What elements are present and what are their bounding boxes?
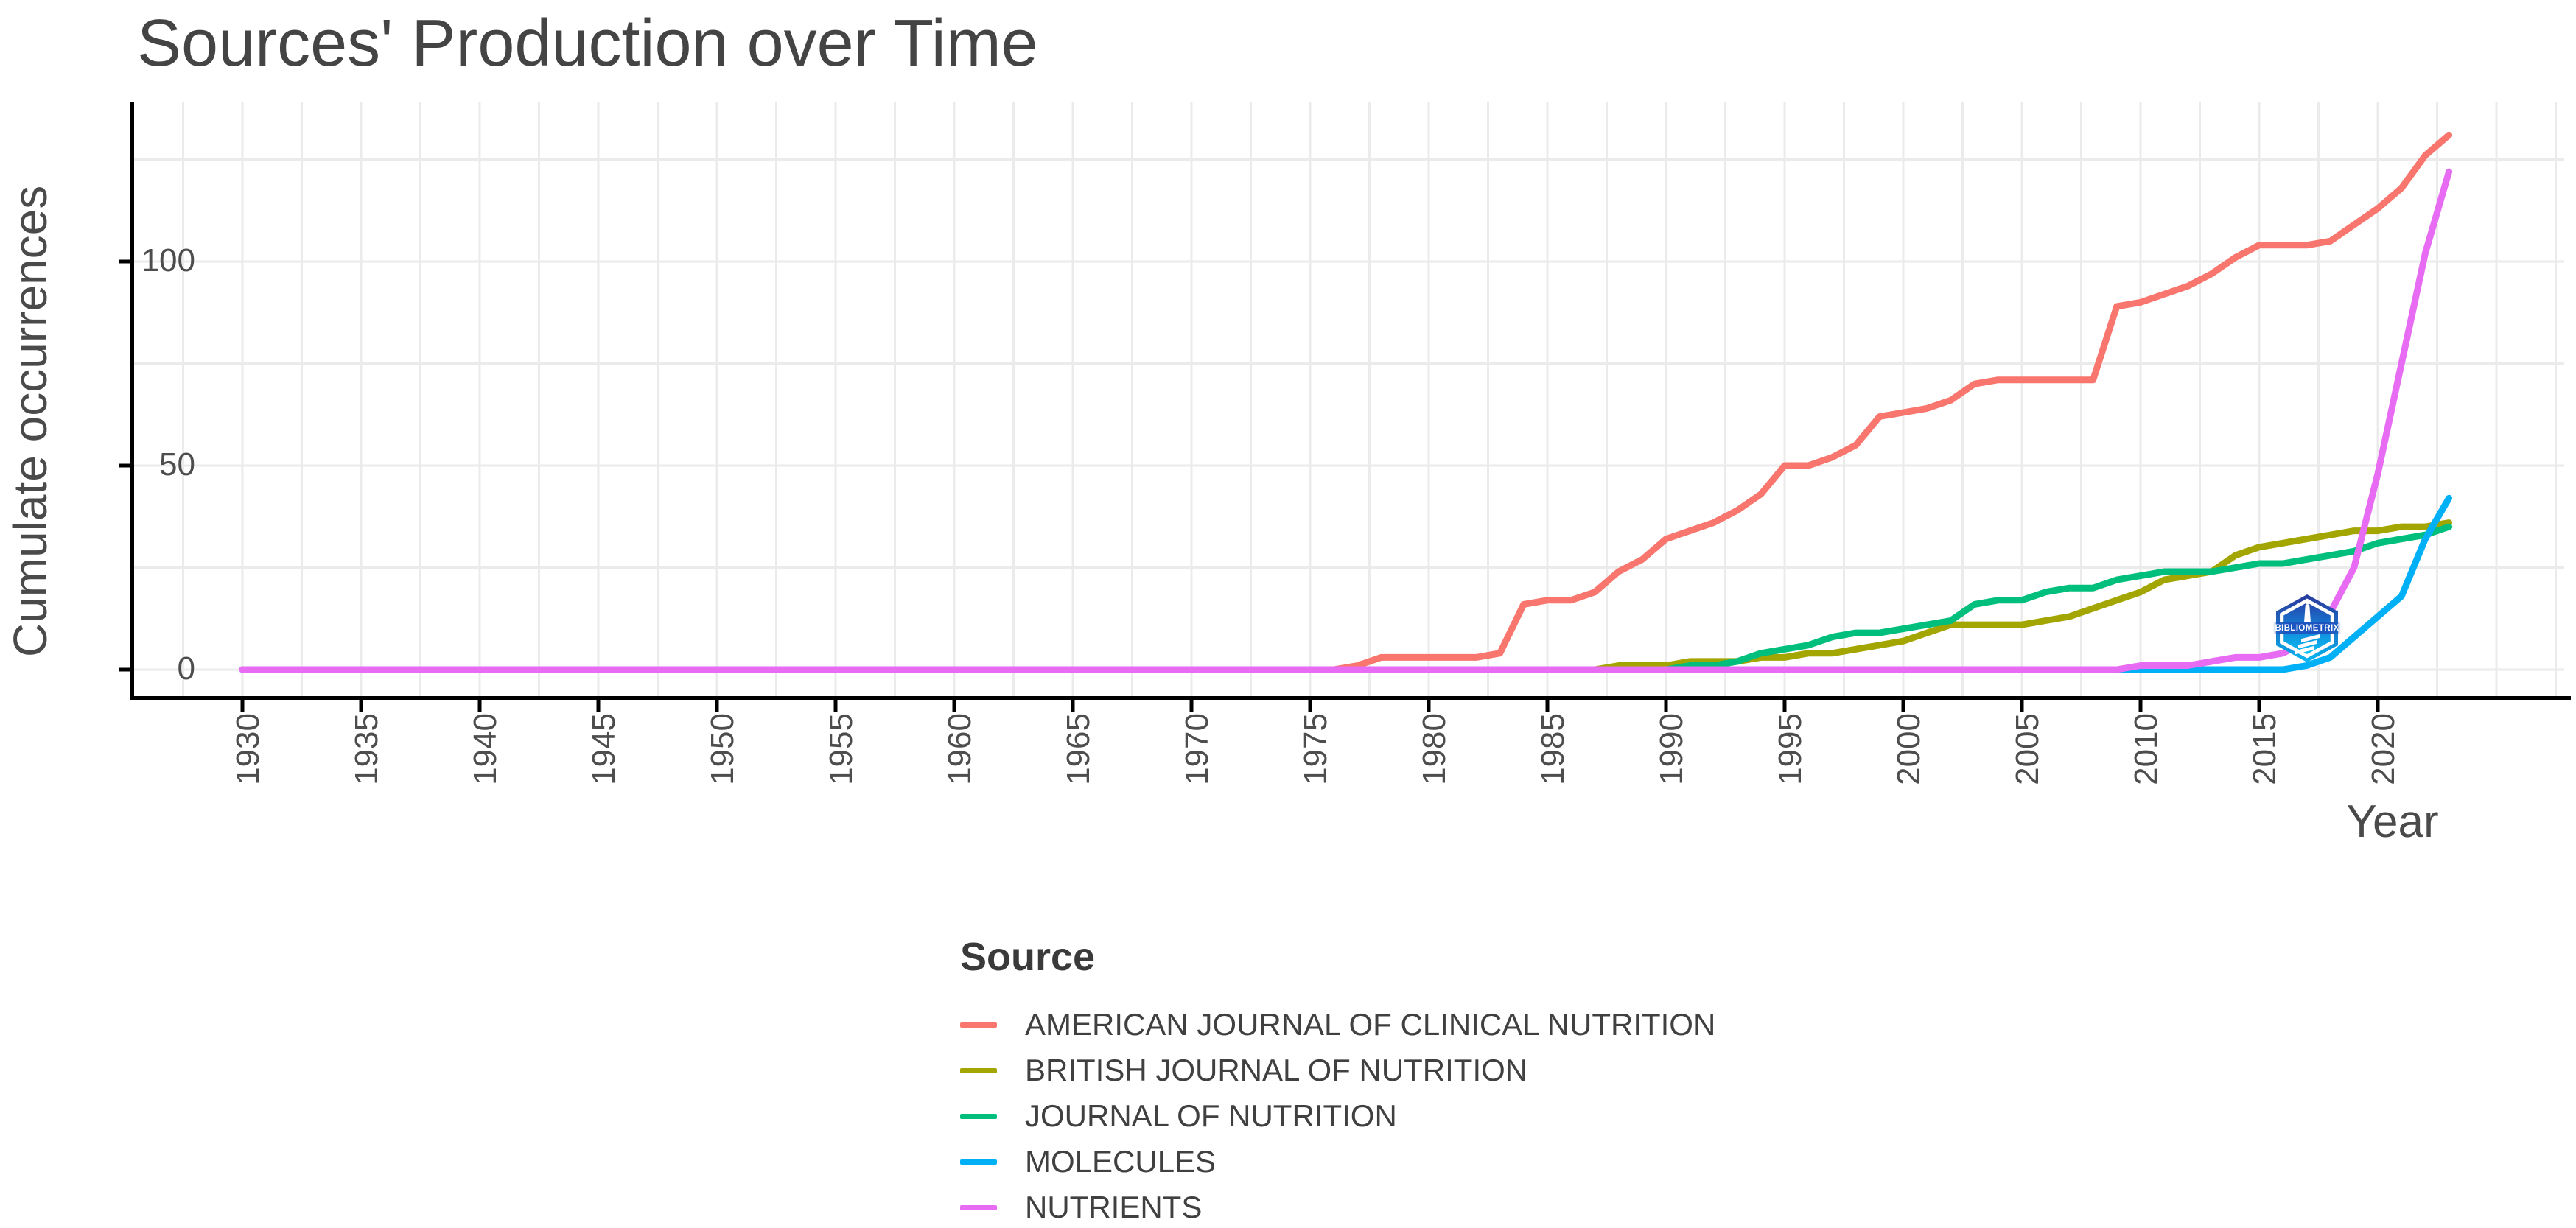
lighthouse-icon [2306,601,2309,605]
logo-banner: BIBLIOMETRIX [2273,622,2341,634]
legend-key-line [960,1204,997,1210]
series-line-3 [239,523,2453,673]
x-tick-label: 1965 [1060,713,1096,785]
x-tick-label: 1995 [1772,713,1808,785]
x-tick-label: 2020 [2365,713,2401,785]
x-tick-label: 1955 [823,713,859,785]
legend-item: NUTRIENTS [960,1185,1715,1228]
x-axis-title: Year [2346,796,2439,847]
chart-title: Sources' Production over Time [137,7,1038,80]
x-tick-label: 1950 [704,713,741,785]
series-lines [239,131,2453,673]
x-tick-label: 2000 [1891,713,1927,785]
legend-label: BRITISH JOURNAL OF NUTRITION [1025,1053,1528,1087]
legend-item: AMERICAN JOURNAL OF CLINICAL NUTRITION [960,1002,1715,1048]
x-tick-label: 1970 [1179,713,1215,785]
series-line-2 [239,519,2453,673]
legend-item: BRITISH JOURNAL OF NUTRITION [960,1048,1715,1093]
x-tick-label: 1960 [942,713,978,785]
x-tick-label: 1930 [230,713,266,785]
legend-label: AMERICAN JOURNAL OF CLINICAL NUTRITION [1025,1007,1716,1042]
legend-item: JOURNAL OF NUTRITION [960,1093,1715,1139]
legend: Source AMERICAN JOURNAL OF CLINICAL NUTR… [960,934,1715,1228]
legend-key-line [960,1067,997,1073]
y-tick-label: 50 [159,446,195,483]
legend-items: AMERICAN JOURNAL OF CLINICAL NUTRITION BR… [960,1002,1715,1228]
bibliometrix-logo: BIBLIOMETRIX [2273,594,2341,662]
x-tick-label: 1975 [1298,713,1334,785]
legend-label: MOLECULES [1025,1144,1217,1179]
x-tick-label: 2015 [2247,713,2283,785]
legend-label: JOURNAL OF NUTRITION [1025,1098,1397,1133]
legend-item: MOLECULES [960,1139,1715,1185]
y-tick-label: 0 [177,650,195,687]
x-tick-label: 1990 [1653,713,1690,785]
x-tick-label: 2005 [2009,713,2045,785]
legend-key-line [960,1022,997,1028]
axes [119,102,2571,712]
legend-key-line [960,1159,997,1165]
x-tick-label: 1985 [1535,713,1571,785]
series-line-5 [239,168,2453,673]
x-tick-label: 2010 [2128,713,2164,785]
x-tick-label: 1935 [349,713,385,785]
y-tick-label: 100 [141,242,195,278]
x-tick-label: 1980 [1416,713,1452,785]
gridlines [134,102,2564,696]
series-line-4 [239,494,2453,673]
y-axis-title: Cumulate occurrences [4,185,57,657]
x-tick-label: 1940 [467,713,503,785]
series-line-1 [239,131,2453,673]
legend-label: NUTRIENTS [1025,1190,1203,1224]
x-tick-label: 1945 [586,713,622,785]
legend-key-line [960,1113,997,1119]
legend-title: Source [960,935,1096,979]
